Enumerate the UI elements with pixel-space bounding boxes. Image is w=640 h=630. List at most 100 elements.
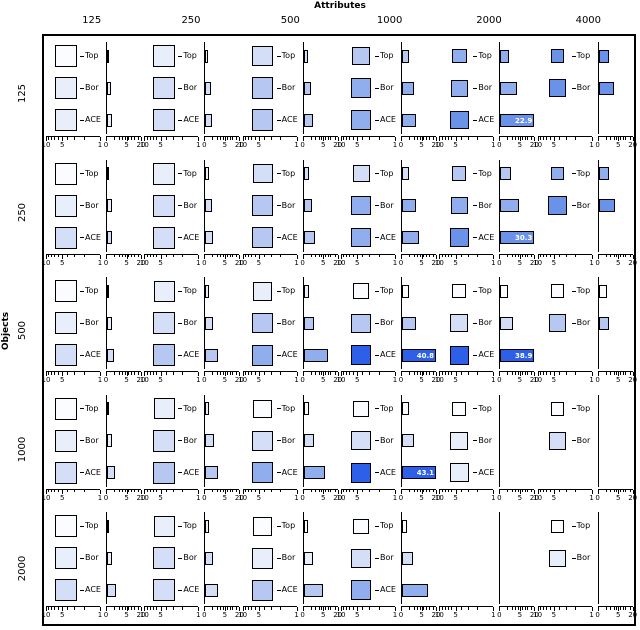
minor-tick-mark [226, 254, 228, 258]
axis-baseline [106, 606, 141, 608]
minor-tick-mark [408, 372, 410, 375]
minor-tick-mark [362, 607, 364, 610]
method-label: Top [281, 168, 296, 178]
minor-tick-mark [330, 254, 332, 258]
minor-tick-mark [216, 372, 218, 375]
axis-tick-label: 20 [628, 141, 638, 149]
minor-tick-mark [428, 372, 430, 375]
panel: Top Bor ACE 10 5 1 0 5 20 [42, 389, 145, 507]
major-tick-mark [553, 607, 555, 612]
method-label: Bor [281, 435, 296, 445]
major-tick-mark [439, 137, 441, 141]
value-bar [402, 113, 417, 127]
size-square-glyph [253, 281, 273, 301]
minor-tick-mark [467, 489, 469, 493]
method-label: ACE [380, 350, 396, 360]
minor-tick-mark [57, 489, 59, 493]
major-tick-mark [493, 607, 495, 612]
size-square-glyph [252, 579, 274, 601]
minor-tick-mark [128, 254, 130, 258]
minor-tick-mark [254, 607, 256, 610]
axis-tick-label: 5 [256, 611, 262, 620]
axis-tick-label: 5 [60, 493, 65, 502]
method-label: Top [85, 403, 99, 413]
method-label: Top [85, 521, 99, 531]
bar-axis-line [499, 42, 501, 134]
value-bar: 30.3 [500, 231, 535, 245]
major-tick-mark [537, 489, 539, 494]
minor-tick-mark [156, 489, 158, 493]
size-square-glyph [153, 344, 176, 367]
major-tick-mark [126, 607, 128, 612]
size-square-glyph [550, 166, 565, 181]
minor-tick-mark [610, 607, 612, 610]
minor-tick-mark [432, 254, 434, 258]
axis-tick-label: 5 [517, 493, 523, 502]
size-square-glyph [351, 110, 371, 130]
major-tick-mark [302, 372, 304, 377]
bar-axis-line [302, 394, 304, 487]
minor-tick-mark [247, 254, 249, 258]
major-tick-mark [198, 607, 200, 612]
major-tick-mark [401, 489, 402, 494]
axis-baseline [46, 136, 100, 137]
minor-tick-mark [254, 372, 256, 375]
major-tick-mark [302, 254, 304, 259]
size-square-glyph [252, 45, 273, 67]
minor-tick-mark [254, 489, 256, 493]
major-tick-mark [141, 137, 142, 141]
bar-axis-line [106, 42, 107, 134]
method-tick-mark [80, 408, 84, 410]
method-label: Top [576, 521, 591, 531]
minor-tick-mark [343, 372, 345, 375]
minor-tick-mark [426, 372, 428, 375]
value-bar [598, 316, 610, 330]
bar-axis-line [597, 159, 599, 252]
minor-tick-mark [220, 489, 222, 493]
minor-tick-mark [321, 489, 323, 493]
value-bar [205, 402, 210, 416]
minor-tick-mark [330, 607, 332, 610]
minor-tick-mark [247, 137, 249, 140]
minor-tick-mark [616, 607, 618, 610]
bar-axis-line [204, 159, 206, 252]
axis-tick-label: 5 [158, 141, 163, 149]
axis-baseline [144, 488, 199, 490]
minor-tick-mark [54, 607, 56, 610]
axis-tick-label: 5 [60, 258, 65, 267]
axis-tick-label: 20 [431, 141, 441, 149]
minor-tick-mark [118, 254, 120, 258]
axis-tick-label: 5 [355, 376, 360, 385]
minor-tick-mark [131, 489, 133, 493]
panel: Top Bor ACE 10 5 1 0 5 20 [140, 389, 244, 507]
axis-tick-label: 20 [234, 493, 244, 502]
minor-tick-mark [149, 137, 151, 140]
minor-tick-mark [325, 372, 327, 375]
axis-tick-label: 10 [336, 493, 346, 502]
axis-tick-label: 5 [419, 258, 424, 267]
minor-tick-mark [349, 489, 351, 493]
method-label: Top [183, 403, 197, 413]
value-bar [107, 49, 110, 63]
major-tick-mark [323, 607, 325, 612]
minor-tick-mark [165, 607, 167, 610]
size-square-glyph [252, 548, 273, 569]
value-bar [598, 167, 609, 181]
size-square-glyph [449, 345, 469, 365]
axis-tick-label: 20 [136, 141, 146, 149]
minor-tick-mark [124, 489, 126, 493]
axis-tick-label: 5 [256, 376, 262, 385]
method-label: Top [478, 286, 492, 296]
axis-tick-label: 1 [196, 141, 201, 149]
axis-tick-label: 20 [431, 611, 441, 620]
axis-comb: 10 5 1 [435, 136, 496, 149]
minor-tick-mark [264, 372, 266, 375]
axis-baseline [597, 136, 633, 137]
axis-tick-label: 5 [222, 493, 228, 502]
method-label: ACE [183, 232, 200, 242]
method-label: Bor [478, 200, 492, 210]
method-label: ACE [183, 585, 200, 595]
major-tick-mark [46, 372, 47, 377]
column-header: 500 [280, 15, 300, 26]
value-bar [500, 199, 520, 213]
